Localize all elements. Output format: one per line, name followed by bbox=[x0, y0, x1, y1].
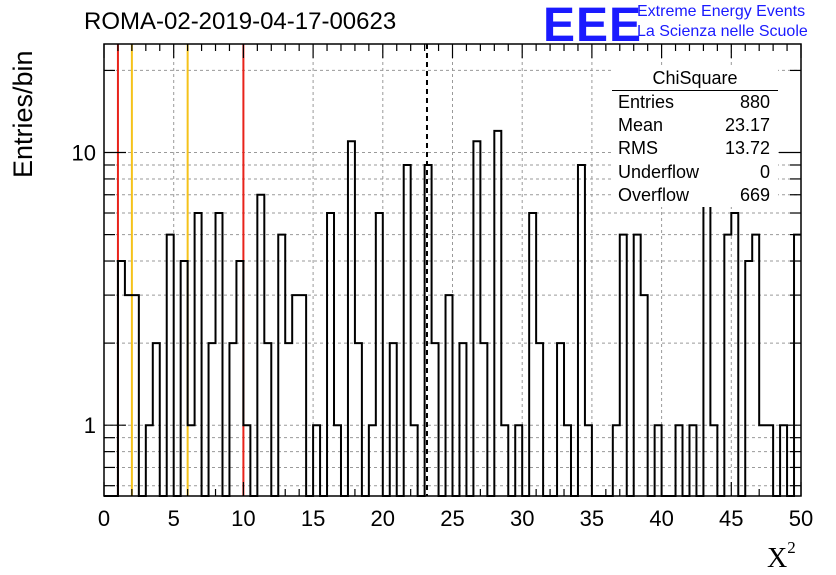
x-axis-label-base: X bbox=[767, 543, 788, 574]
x-tick-label: 15 bbox=[301, 506, 325, 531]
x-tick-label: 40 bbox=[649, 506, 673, 531]
stats-label: RMS bbox=[618, 138, 658, 159]
x-tick-label: 50 bbox=[789, 506, 813, 531]
stats-row-entries: Entries 880 bbox=[612, 91, 778, 114]
logo-line-1: Extreme Energy Events bbox=[637, 3, 806, 20]
x-tick-label: 45 bbox=[719, 506, 743, 531]
x-tick-label: 30 bbox=[510, 506, 534, 531]
x-tick-label: 10 bbox=[231, 506, 255, 531]
logo-line-2: La Scienza nelle Scuole bbox=[637, 23, 808, 40]
stats-row-rms: RMS 13.72 bbox=[612, 137, 778, 160]
eee-logo: EEE bbox=[543, 0, 643, 52]
stats-row-overflow: Overflow 669 bbox=[612, 184, 778, 207]
stats-label: Mean bbox=[618, 115, 664, 136]
stats-title: ChiSquare bbox=[612, 67, 778, 91]
stats-value: 669 bbox=[739, 184, 770, 205]
stats-label: Overflow bbox=[618, 184, 690, 205]
tick-layer bbox=[103, 44, 802, 496]
x-tick-label: 20 bbox=[371, 506, 395, 531]
x-axis-label-exponent: 2 bbox=[787, 538, 796, 557]
x-tick-label: 0 bbox=[98, 506, 110, 531]
x-tick-label: 25 bbox=[440, 506, 464, 531]
stats-value: 880 bbox=[739, 92, 770, 112]
stats-label: Underflow bbox=[618, 161, 700, 182]
stats-row-mean: Mean 23.17 bbox=[612, 114, 778, 137]
tick-label-layer: 0 5 10 15 20 25 30 35 40 45 50 1 10 bbox=[72, 141, 814, 531]
stats-label: Entries bbox=[618, 92, 675, 112]
stats-value: 23.17 bbox=[724, 115, 770, 136]
stats-value: 0 bbox=[759, 161, 770, 182]
marker-layer bbox=[116, 44, 428, 496]
y-tick-label: 10 bbox=[72, 141, 96, 166]
stats-box: ChiSquare Entries 880 Mean 23.17 RMS 13.72 … bbox=[612, 67, 778, 207]
stats-row-underflow: Underflow 0 bbox=[612, 161, 778, 184]
y-axis-label: Entries/bin bbox=[8, 50, 38, 178]
y-tick-label: 1 bbox=[84, 413, 96, 438]
x-tick-label: 5 bbox=[168, 506, 180, 531]
x-tick-label: 35 bbox=[580, 506, 604, 531]
x-axis-label: X2 bbox=[767, 538, 796, 575]
chart-title: ROMA-02-2019-04-17-00623 bbox=[84, 8, 397, 35]
stats-value: 13.72 bbox=[724, 138, 770, 159]
